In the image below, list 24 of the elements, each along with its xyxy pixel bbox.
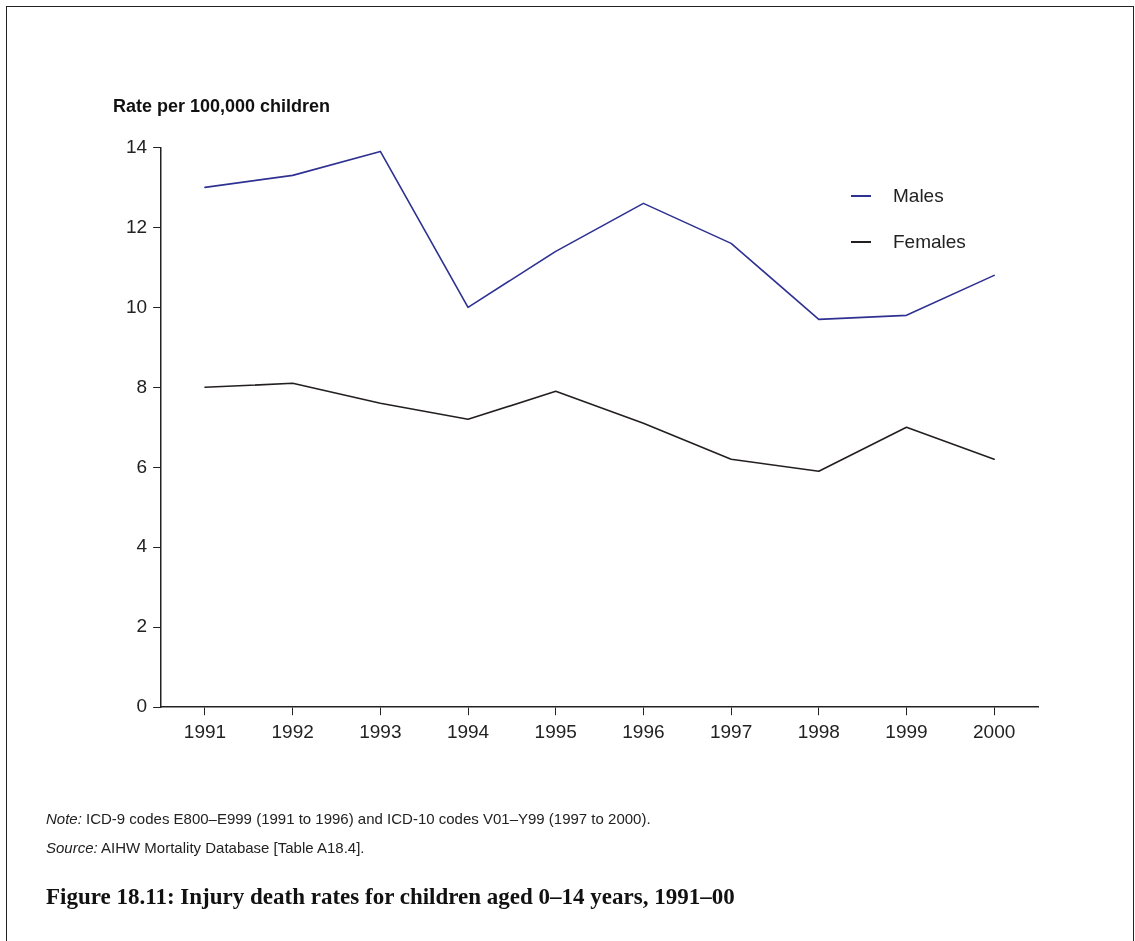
x-tick-label: 1994 [446, 720, 490, 742]
text: Figure 18.11: Injury death rates for children aged 0–14 years, 1991–00 [46, 884, 735, 910]
x-tick-label: 2000 [973, 720, 1016, 742]
y-tick-label: 10 [125, 295, 148, 317]
x-tick-label: 1996 [622, 720, 665, 742]
y-tick-label: 14 [125, 135, 148, 157]
y-tick-label: 6 [136, 455, 148, 477]
x-tick-label: 1991 [183, 720, 227, 742]
y-tick-label: 2 [136, 615, 148, 637]
x-tick-label: 1998 [797, 720, 840, 742]
x-tick-label: 1993 [359, 720, 402, 742]
source-note: Source: AIHW Mortality Database [Table A18.4]. [46, 838, 366, 858]
y-tick-label: 0 [136, 695, 148, 717]
y-tick-label: 8 [136, 375, 148, 397]
y-axis-title: Rate per 100,000 children [113, 96, 331, 117]
x-tick-label: 1997 [709, 720, 753, 742]
x-tick-label: 1992 [271, 720, 314, 742]
x-tick-label: 1995 [534, 720, 577, 742]
text: Note: ICD-9 codes E800–E999 (1991 to 1996) and ICD-10 codes V01–Y99 (1997 to 2000). [46, 809, 651, 829]
y-tick-label: 4 [136, 535, 148, 557]
legend-label: Males [893, 185, 944, 207]
legend-label: Females [893, 231, 966, 253]
x-tick-label: 1999 [885, 720, 928, 742]
y-tick-label: 12 [125, 215, 148, 237]
